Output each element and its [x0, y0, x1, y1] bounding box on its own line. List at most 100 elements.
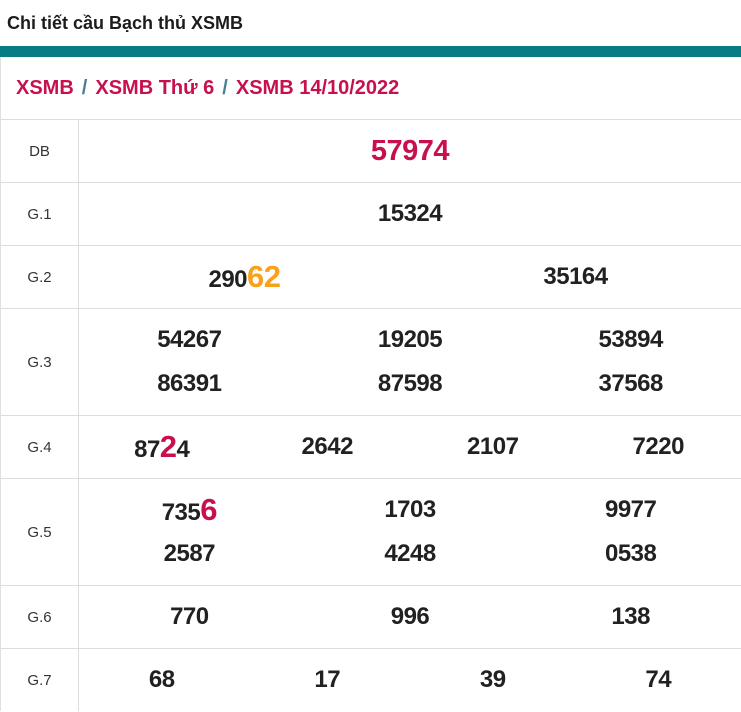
number-cell: 4248: [300, 540, 521, 568]
row-values: 7356 1703 9977 2587 4248 0538: [79, 479, 741, 585]
number-cell: 86391: [79, 370, 300, 398]
number-cell: 7220: [576, 433, 741, 461]
number-segment-red: 2: [159, 429, 177, 464]
number-segment-normal: 68: [148, 666, 175, 693]
row-label: G.7: [1, 649, 79, 711]
row-values: 57974: [79, 120, 741, 182]
number-cell: 2107: [410, 433, 576, 461]
number-cell: 87598: [300, 370, 521, 398]
number-segment-normal: 86391: [157, 370, 222, 397]
breadcrumb-link-xsmb[interactable]: XSMB: [16, 77, 74, 99]
number-segment-normal: 9977: [604, 496, 657, 523]
value-line: 8724 2642 2107 7220: [79, 425, 741, 469]
number-segment-normal: 0538: [604, 540, 657, 567]
number-cell: 54267: [79, 326, 300, 354]
number-cell: 57974: [79, 135, 741, 168]
number-segment-normal: 2107: [467, 433, 519, 460]
row-values: 29062 35164: [79, 246, 741, 308]
number-cell: 29062: [79, 259, 410, 295]
table-row: DB 57974: [1, 119, 741, 182]
number-cell: 0538: [520, 540, 741, 568]
number-cell: 37568: [520, 370, 741, 398]
number-segment-normal: 39: [479, 666, 506, 693]
number-segment-normal: 35164: [543, 263, 608, 290]
row-values: 8724 2642 2107 7220: [79, 416, 741, 478]
value-line: 770 996 138: [79, 595, 741, 639]
value-line: 15324: [79, 192, 741, 236]
number-segment-normal: 74: [645, 666, 672, 693]
value-line: 7356 1703 9977: [79, 488, 741, 532]
row-values: 770 996 138: [79, 586, 741, 648]
breadcrumb-separator: /: [222, 77, 228, 99]
number-segment-normal: 87598: [377, 370, 443, 397]
table-row: G.1 15324: [1, 182, 741, 245]
number-segment-normal: 770: [170, 603, 209, 630]
value-line: 86391 87598 37568: [79, 362, 741, 406]
number-cell: 8724: [79, 429, 245, 465]
row-values: 54267 19205 53894 86391 87598 37568: [79, 309, 741, 415]
number-cell: 770: [79, 603, 300, 631]
breadcrumb-separator: /: [81, 77, 88, 99]
value-line: 54267 19205 53894: [79, 318, 741, 362]
row-values: 68 17 39 74: [79, 649, 741, 711]
number-cell: 39: [410, 666, 576, 694]
number-segment-normal: 53894: [598, 326, 664, 353]
value-line: 68 17 39 74: [79, 658, 741, 702]
number-segment-normal: 4248: [384, 540, 436, 567]
teal-divider: [0, 46, 741, 57]
table-row: G.5 7356 1703 9977 2587 4248 0538: [1, 478, 741, 585]
number-segment-normal: 19205: [377, 326, 443, 353]
results-table: DB 57974 G.1 15324 G.2 29062 35164 G.3 54267 1920…: [1, 119, 741, 711]
row-label: G.2: [1, 246, 79, 308]
number-cell: 53894: [520, 326, 741, 354]
number-cell: 17: [245, 666, 411, 694]
number-segment-normal: 7220: [632, 433, 685, 460]
table-row: G.3 54267 19205 53894 86391 87598 37568: [1, 308, 741, 415]
table-row: G.7 68 17 39 74: [1, 648, 741, 711]
page-title: Chi tiết cầu Bạch thủ XSMB: [7, 13, 244, 33]
number-cell: 2587: [79, 540, 300, 568]
breadcrumb: XSMB / XSMB Thứ 6 / XSMB 14/10/2022: [1, 57, 741, 119]
row-label: G.5: [1, 479, 79, 585]
number-segment-normal: 54267: [157, 326, 222, 353]
row-label: G.3: [1, 309, 79, 415]
breadcrumb-link-xsmb-thu6[interactable]: XSMB Thứ 6: [95, 77, 215, 99]
value-line: 29062 35164: [79, 255, 741, 299]
number-cell: 9977: [520, 496, 741, 524]
number-cell: 74: [576, 666, 741, 694]
value-line: 2587 4248 0538: [79, 532, 741, 576]
number-cell: 35164: [410, 263, 741, 291]
number-cell: 68: [79, 666, 245, 694]
number-segment-normal: 1703: [384, 496, 436, 523]
row-label: DB: [1, 120, 79, 182]
number-cell: 15324: [79, 200, 741, 228]
table-row: G.2 29062 35164: [1, 245, 741, 308]
table-row: G.6 770 996 138: [1, 585, 741, 648]
number-segment-normal: 15324: [377, 200, 443, 227]
number-cell: 7356: [79, 492, 300, 528]
row-label: G.6: [1, 586, 79, 648]
results-panel: XSMB / XSMB Thứ 6 / XSMB 14/10/2022 DB 57974 G…: [0, 57, 741, 711]
number-segment-normal: 2587: [163, 540, 216, 567]
number-segment-normal: 138: [611, 603, 650, 630]
number-segment-red: 6: [200, 492, 217, 527]
row-values: 15324: [79, 183, 741, 245]
number-segment-normal: 735: [161, 499, 201, 526]
number-segment-normal: 996: [390, 603, 430, 630]
row-label: G.4: [1, 416, 79, 478]
number-segment-normal: 4: [176, 436, 190, 463]
number-cell: 19205: [300, 326, 521, 354]
number-segment-special: 57974: [370, 134, 450, 167]
breadcrumb-link-xsmb-date[interactable]: XSMB 14/10/2022: [235, 77, 400, 99]
number-segment-normal: 290: [208, 266, 248, 293]
number-cell: 996: [300, 603, 521, 631]
row-label: G.1: [1, 183, 79, 245]
number-cell: 1703: [300, 496, 521, 524]
number-segment-normal: 17: [314, 666, 341, 693]
number-cell: 2642: [245, 433, 411, 461]
number-segment-normal: 2642: [301, 433, 354, 460]
number-cell: 138: [520, 603, 741, 631]
number-segment-normal: 87: [134, 436, 160, 463]
value-line: 57974: [79, 129, 741, 173]
